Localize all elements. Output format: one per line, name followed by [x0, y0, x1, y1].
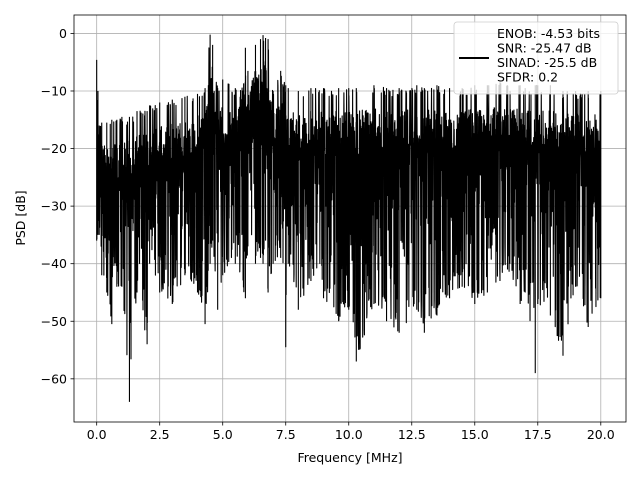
x-tick-label: 20.0 [587, 427, 615, 442]
legend-box [453, 21, 619, 95]
y-tick-label: −20 [41, 141, 67, 156]
legend-text-line: SNR: -25.47 dB [497, 41, 592, 56]
x-axis-label: Frequency [MHz] [297, 450, 402, 465]
y-axis-label: PSD [dB] [13, 190, 28, 245]
plot-frame [73, 14, 627, 423]
y-tick-label: −30 [41, 199, 67, 214]
series-layer [96, 34, 602, 402]
legend-text-line: SINAD: -25.5 dB [497, 55, 597, 70]
x-tick-label: 10.0 [335, 427, 363, 442]
y-tick-label: −60 [41, 371, 67, 386]
y-tick-label: −10 [41, 83, 67, 98]
x-tick-label: 5.0 [213, 427, 233, 442]
y-tick-label: −50 [41, 314, 67, 329]
y-axis: 0 −10 −20 −30 −40 −50 −60 [41, 26, 74, 386]
legend-text-line: SFDR: 0.2 [497, 70, 558, 85]
y-tick-label: −40 [41, 256, 67, 271]
psd-series-line [96, 34, 602, 402]
x-axis: 0.0 2.5 5.0 7.5 10.0 12.5 15.0 17.5 20.0 [87, 422, 615, 442]
x-tick-label: 17.5 [524, 427, 552, 442]
legend-text-line: ENOB: -4.53 bits [497, 26, 600, 41]
x-tick-label: 2.5 [150, 427, 170, 442]
x-tick-label: 12.5 [398, 427, 426, 442]
y-tick-label: 0 [59, 26, 67, 41]
x-tick-label: 15.0 [461, 427, 489, 442]
x-tick-label: 7.5 [276, 427, 296, 442]
x-tick-label: 0.0 [87, 427, 107, 442]
